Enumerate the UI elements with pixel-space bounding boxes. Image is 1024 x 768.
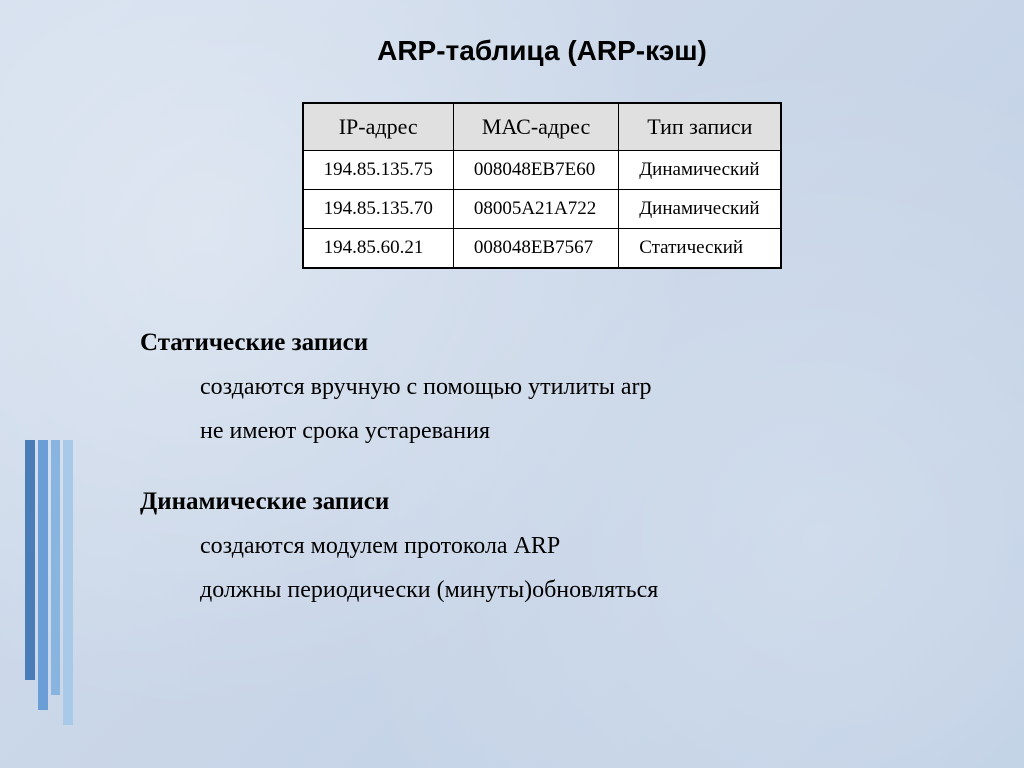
- section-static: Статические записи создаются вручную с п…: [140, 329, 954, 448]
- arp-table: IP-адрес МАС-адрес Тип записи 194.85.135…: [302, 102, 783, 269]
- stripe-1: [25, 440, 35, 680]
- page-title: ARP-таблица (ARP-кэш): [130, 35, 954, 67]
- stripe-2: [38, 440, 48, 710]
- section-line: должны периодически (минуты)обновляться: [200, 574, 954, 606]
- cell-ip: 194.85.60.21: [303, 229, 454, 269]
- cell-type: Статический: [619, 229, 782, 269]
- slide-content: ARP-таблица (ARP-кэш) IP-адрес МАС-адрес…: [0, 0, 1024, 687]
- cell-ip: 194.85.135.70: [303, 190, 454, 229]
- cell-ip: 194.85.135.75: [303, 151, 454, 190]
- cell-mac: 008048EB7567: [453, 229, 618, 269]
- col-mac: МАС-адрес: [453, 103, 618, 151]
- side-decoration: [25, 440, 73, 730]
- section-heading: Динамические записи: [140, 488, 954, 516]
- table-header-row: IP-адрес МАС-адрес Тип записи: [303, 103, 782, 151]
- cell-mac: 08005A21A722: [453, 190, 618, 229]
- stripe-3: [51, 440, 61, 695]
- cell-type: Динамический: [619, 151, 782, 190]
- table-row: 194.85.60.21 008048EB7567 Статический: [303, 229, 782, 269]
- section-dynamic: Динамические записи создаются модулем пр…: [140, 488, 954, 607]
- table-row: 194.85.135.70 08005A21A722 Динамический: [303, 190, 782, 229]
- cell-type: Динамический: [619, 190, 782, 229]
- cell-mac: 008048EB7E60: [453, 151, 618, 190]
- table-row: 194.85.135.75 008048EB7E60 Динамический: [303, 151, 782, 190]
- section-heading: Статические записи: [140, 329, 954, 357]
- stripe-4: [63, 440, 73, 725]
- section-line: создаются модулем протокола ARP: [200, 530, 954, 562]
- section-line: не имеют срока устаревания: [200, 415, 954, 447]
- col-ip: IP-адрес: [303, 103, 454, 151]
- section-line: создаются вручную с помощью утилиты arp: [200, 371, 954, 403]
- col-type: Тип записи: [619, 103, 782, 151]
